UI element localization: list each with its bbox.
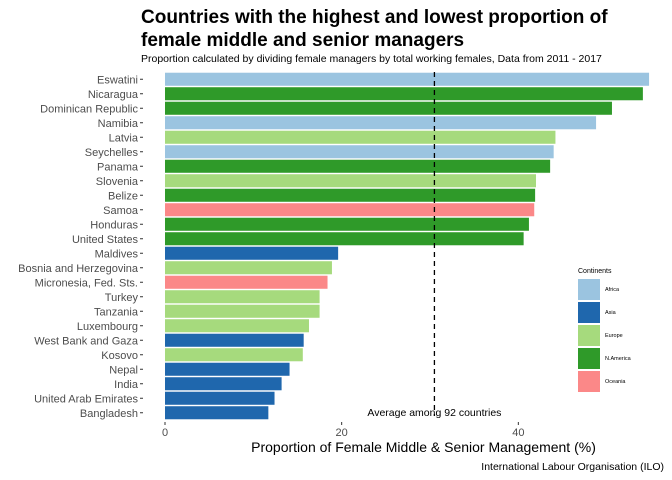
- bar-micronesia-fed-sts: [165, 275, 328, 289]
- x-axis-ticks: 0 20 40: [162, 422, 524, 439]
- category-label-luxembourg: Luxembourg: [77, 321, 138, 333]
- x-tick-label: 20: [336, 427, 348, 439]
- bar-samoa: [165, 203, 535, 217]
- category-labels: Eswatini Nicaragua Dominican Republic Namib…: [18, 74, 143, 420]
- bar-slovenia: [165, 174, 536, 188]
- legend-swatch-africa: [578, 279, 600, 300]
- bar-bangladesh: [165, 406, 269, 420]
- category-label-united-arab-emirates: United Arab Emirates: [34, 393, 138, 405]
- legend-label: N.America: [605, 356, 632, 362]
- bar-india: [165, 377, 282, 391]
- legend-swatch-asia: [578, 302, 600, 323]
- category-label-honduras: Honduras: [90, 219, 138, 231]
- bar-west-bank-and-gaza: [165, 333, 304, 347]
- legend-title: Continents: [578, 268, 612, 275]
- legend-swatch-oceania: [578, 371, 600, 392]
- category-label-slovenia: Slovenia: [96, 176, 139, 188]
- bar-dominican-republic: [165, 101, 612, 115]
- category-label-belize: Belize: [108, 190, 138, 202]
- x-axis-title: Proportion of Female Middle & Senior Man…: [251, 439, 596, 455]
- legend-label: Asia: [605, 310, 617, 316]
- bar-united-states: [165, 232, 524, 246]
- bar-nicaragua: [165, 87, 643, 101]
- bar-nepal: [165, 362, 290, 376]
- bar-eswatini: [165, 72, 650, 86]
- category-label-nicaragua: Nicaragua: [88, 89, 139, 101]
- category-label-nepal: Nepal: [109, 364, 138, 376]
- category-label-tanzania: Tanzania: [94, 306, 139, 318]
- chart-subtitle: Proportion calculated by dividing female…: [141, 53, 602, 65]
- bar-bosnia-and-herzegovina: [165, 261, 332, 275]
- bar-seychelles: [165, 145, 554, 159]
- bar-maldives: [165, 246, 339, 260]
- category-label-turkey: Turkey: [105, 292, 139, 304]
- bar-belize: [165, 188, 536, 202]
- legend-label: Oceania: [605, 379, 626, 385]
- x-tick-label: 40: [512, 427, 524, 439]
- x-tick-label: 0: [162, 427, 168, 439]
- category-label-eswatini: Eswatini: [97, 74, 138, 86]
- legend-label: Europe: [605, 333, 623, 339]
- category-label-dominican-republic: Dominican Republic: [40, 103, 138, 115]
- chart-title: Countries with the highest and lowest pr…: [141, 7, 608, 51]
- category-label-seychelles: Seychelles: [85, 147, 139, 159]
- bar-united-arab-emirates: [165, 391, 275, 405]
- legend-swatch-europe: [578, 325, 600, 346]
- bar-turkey: [165, 290, 320, 304]
- category-label-samoa: Samoa: [103, 205, 139, 217]
- bar-luxembourg: [165, 319, 309, 333]
- category-label-latvia: Latvia: [109, 132, 139, 144]
- bar-panama: [165, 159, 551, 173]
- category-label-bosnia-and-herzegovina: Bosnia and Herzegovina: [18, 263, 139, 275]
- legend-label: Africa: [605, 287, 620, 293]
- category-label-india: India: [114, 379, 139, 391]
- category-label-bangladesh: Bangladesh: [80, 408, 138, 420]
- category-label-kosovo: Kosovo: [101, 350, 138, 362]
- bar-kosovo: [165, 348, 303, 362]
- bars-group: [165, 72, 650, 420]
- bar-honduras: [165, 217, 529, 231]
- legend: Continents Africa Asia Europe N.America Ocea…: [578, 268, 632, 392]
- legend-swatch-n-america: [578, 348, 600, 369]
- category-label-west-bank-and-gaza: West Bank and Gaza: [34, 335, 139, 347]
- bar-namibia: [165, 116, 597, 130]
- bar-tanzania: [165, 304, 320, 318]
- average-annotation: Average among 92 countries: [367, 407, 501, 419]
- bar-latvia: [165, 130, 556, 144]
- category-label-maldives: Maldives: [95, 248, 139, 260]
- category-label-panama: Panama: [97, 161, 139, 173]
- category-label-micronesia-fed-sts: Micronesia, Fed. Sts.: [35, 277, 138, 289]
- chart-caption: International Labour Organisation (ILO): [481, 461, 664, 473]
- category-label-namibia: Namibia: [98, 118, 139, 130]
- category-label-united-states: United States: [72, 234, 139, 246]
